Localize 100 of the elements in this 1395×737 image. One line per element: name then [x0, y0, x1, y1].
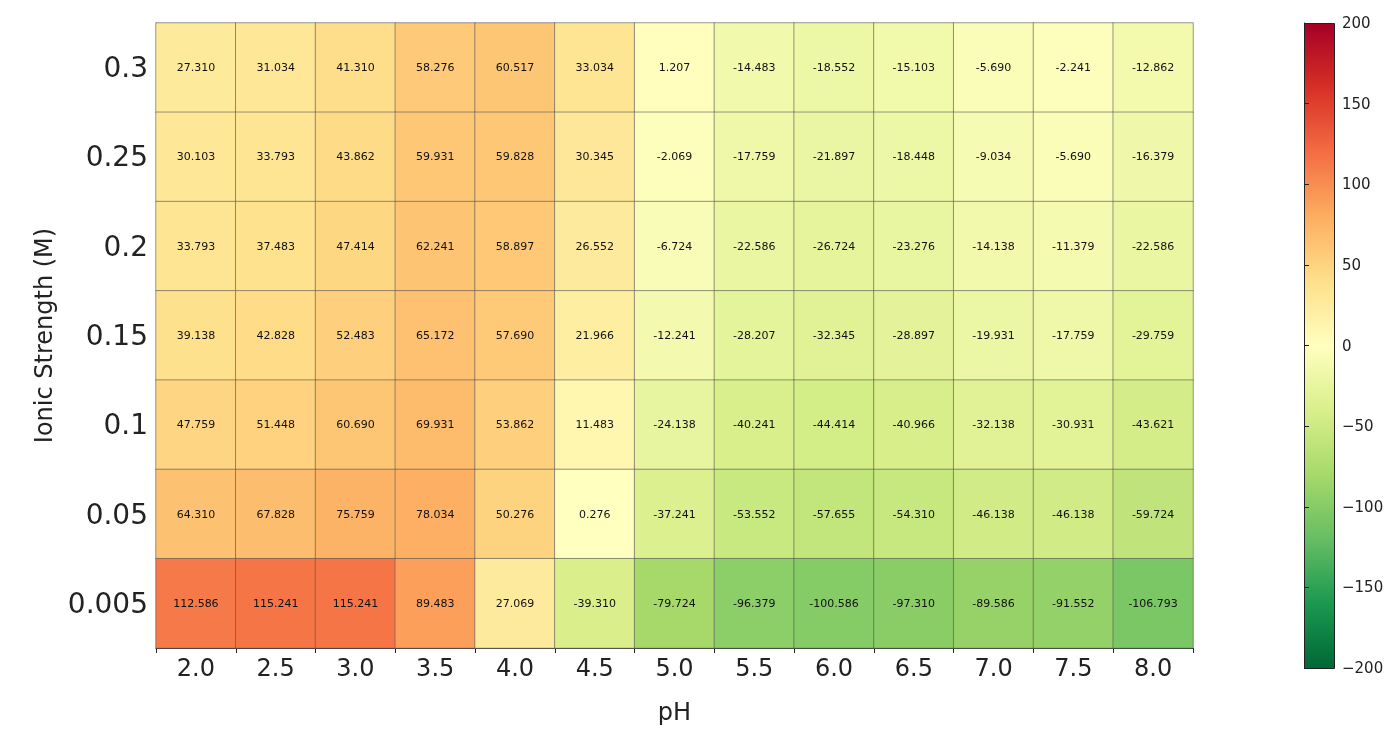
data-label: -39.310 [573, 596, 616, 610]
data-label: -12.862 [1131, 61, 1175, 75]
data-label: 1.207 [658, 61, 691, 75]
color-bar-label: 150 [1342, 94, 1371, 113]
data-label: 0.276 [578, 507, 611, 521]
data-label: 11.483 [575, 418, 614, 432]
data-label: -5.690 [1055, 150, 1092, 164]
data-label: -40.241 [733, 418, 776, 432]
data-label: 89.483 [415, 596, 455, 610]
data-label: 64.310 [176, 507, 216, 521]
color-bar-label: −100 [1342, 497, 1384, 516]
data-label: -32.138 [972, 418, 1015, 432]
data-label: -15.103 [892, 61, 936, 75]
data-label: -17.759 [733, 150, 776, 164]
data-label: 47.414 [336, 239, 375, 253]
x-tick-label: 5.5 [735, 654, 774, 682]
x-axis-title: pH [657, 698, 692, 726]
data-label: 41.310 [336, 61, 375, 75]
data-label: -37.241 [653, 507, 696, 521]
data-label: -57.655 [812, 507, 856, 521]
data-label: -59.724 [1131, 507, 1175, 521]
x-tick-label: 7.5 [1054, 654, 1093, 682]
data-label: 26.552 [575, 239, 614, 253]
y-tick-label: 0.15 [85, 319, 148, 352]
color-bar-label: 200 [1342, 14, 1371, 32]
data-label: -12.241 [653, 329, 696, 342]
data-label: 59.931 [415, 150, 455, 164]
data-label: 58.897 [495, 239, 535, 253]
data-label: -22.586 [1131, 239, 1175, 253]
y-tick-label: 0.1 [103, 408, 148, 442]
color-bar-label: −150 [1342, 578, 1384, 597]
data-label: -89.586 [972, 596, 1015, 610]
y-tick-label: 0.05 [85, 497, 148, 531]
data-label: 115.241 [252, 596, 299, 610]
data-label: 115.241 [332, 596, 379, 610]
data-label: 62.241 [415, 239, 455, 253]
x-tick-label: 7.0 [974, 654, 1013, 682]
x-tick-label: 4.0 [495, 654, 535, 682]
data-label: 47.759 [176, 418, 216, 432]
data-label: -21.897 [812, 150, 856, 164]
data-label: 58.276 [415, 61, 455, 75]
data-label: -14.483 [733, 61, 776, 75]
data-label: 30.345 [575, 150, 614, 164]
data-label: -40.966 [892, 418, 936, 432]
data-label: -2.069 [656, 150, 693, 164]
y-tick-label: 0.005 [67, 586, 148, 620]
data-label: 69.931 [415, 418, 455, 432]
data-label: -28.897 [892, 329, 936, 342]
data-label: -14.138 [972, 239, 1015, 253]
color-bar-label: −200 [1342, 659, 1384, 677]
data-label: 31.034 [256, 61, 295, 75]
x-tick-label: 2.0 [176, 654, 215, 682]
data-label: -22.586 [733, 239, 776, 253]
color-bar-label: 50 [1342, 255, 1362, 274]
data-label: -5.690 [975, 61, 1012, 75]
data-label: -44.414 [812, 418, 856, 432]
data-label: -100.586 [809, 596, 859, 610]
data-label: 60.690 [336, 418, 375, 432]
data-label: -18.552 [812, 61, 856, 75]
data-label: -53.552 [733, 507, 776, 521]
y-tick-label: 0.3 [103, 51, 148, 85]
data-label: 52.483 [336, 329, 375, 342]
data-label: -19.931 [972, 329, 1015, 342]
data-label: 37.483 [256, 239, 295, 253]
data-label: -29.759 [1131, 329, 1175, 342]
x-tick-label: 8.0 [1134, 654, 1173, 682]
data-label: -30.931 [1052, 418, 1095, 432]
data-label: 51.448 [256, 418, 295, 432]
data-label: -91.552 [1052, 596, 1095, 610]
data-label: -18.448 [892, 150, 936, 164]
data-label: -43.621 [1131, 418, 1175, 432]
color-bar-label: 0 [1342, 336, 1352, 355]
data-label: 33.034 [575, 61, 614, 75]
data-label: -106.793 [1128, 596, 1178, 610]
data-label: 50.276 [495, 507, 535, 521]
data-label: 33.793 [176, 239, 216, 253]
x-tick-label: 3.5 [416, 654, 455, 682]
data-label: -96.379 [733, 596, 776, 610]
data-label: 27.069 [495, 596, 535, 610]
data-label: 21.966 [575, 329, 614, 342]
data-label: -46.138 [972, 507, 1015, 521]
data-label: -54.310 [892, 507, 936, 521]
data-label: -24.138 [653, 418, 696, 432]
data-label: -23.276 [892, 239, 936, 253]
data-label: -6.724 [656, 239, 693, 253]
data-label: -2.241 [1055, 61, 1092, 75]
y-tick-label: 0.2 [103, 229, 148, 263]
data-label: 112.586 [173, 596, 219, 610]
data-label: 33.793 [256, 150, 295, 164]
color-bar-label: 100 [1342, 175, 1371, 194]
x-tick-label: 4.5 [575, 654, 614, 682]
data-label: 27.310 [176, 61, 216, 75]
data-label: 57.690 [495, 329, 535, 342]
data-label: -26.724 [812, 239, 856, 253]
data-label: 39.138 [176, 329, 216, 342]
x-tick-label: 2.5 [256, 654, 295, 682]
data-label: -9.034 [975, 150, 1012, 164]
data-label: 78.034 [415, 507, 455, 521]
data-label: 75.759 [336, 507, 375, 521]
data-label: -17.759 [1052, 329, 1095, 342]
